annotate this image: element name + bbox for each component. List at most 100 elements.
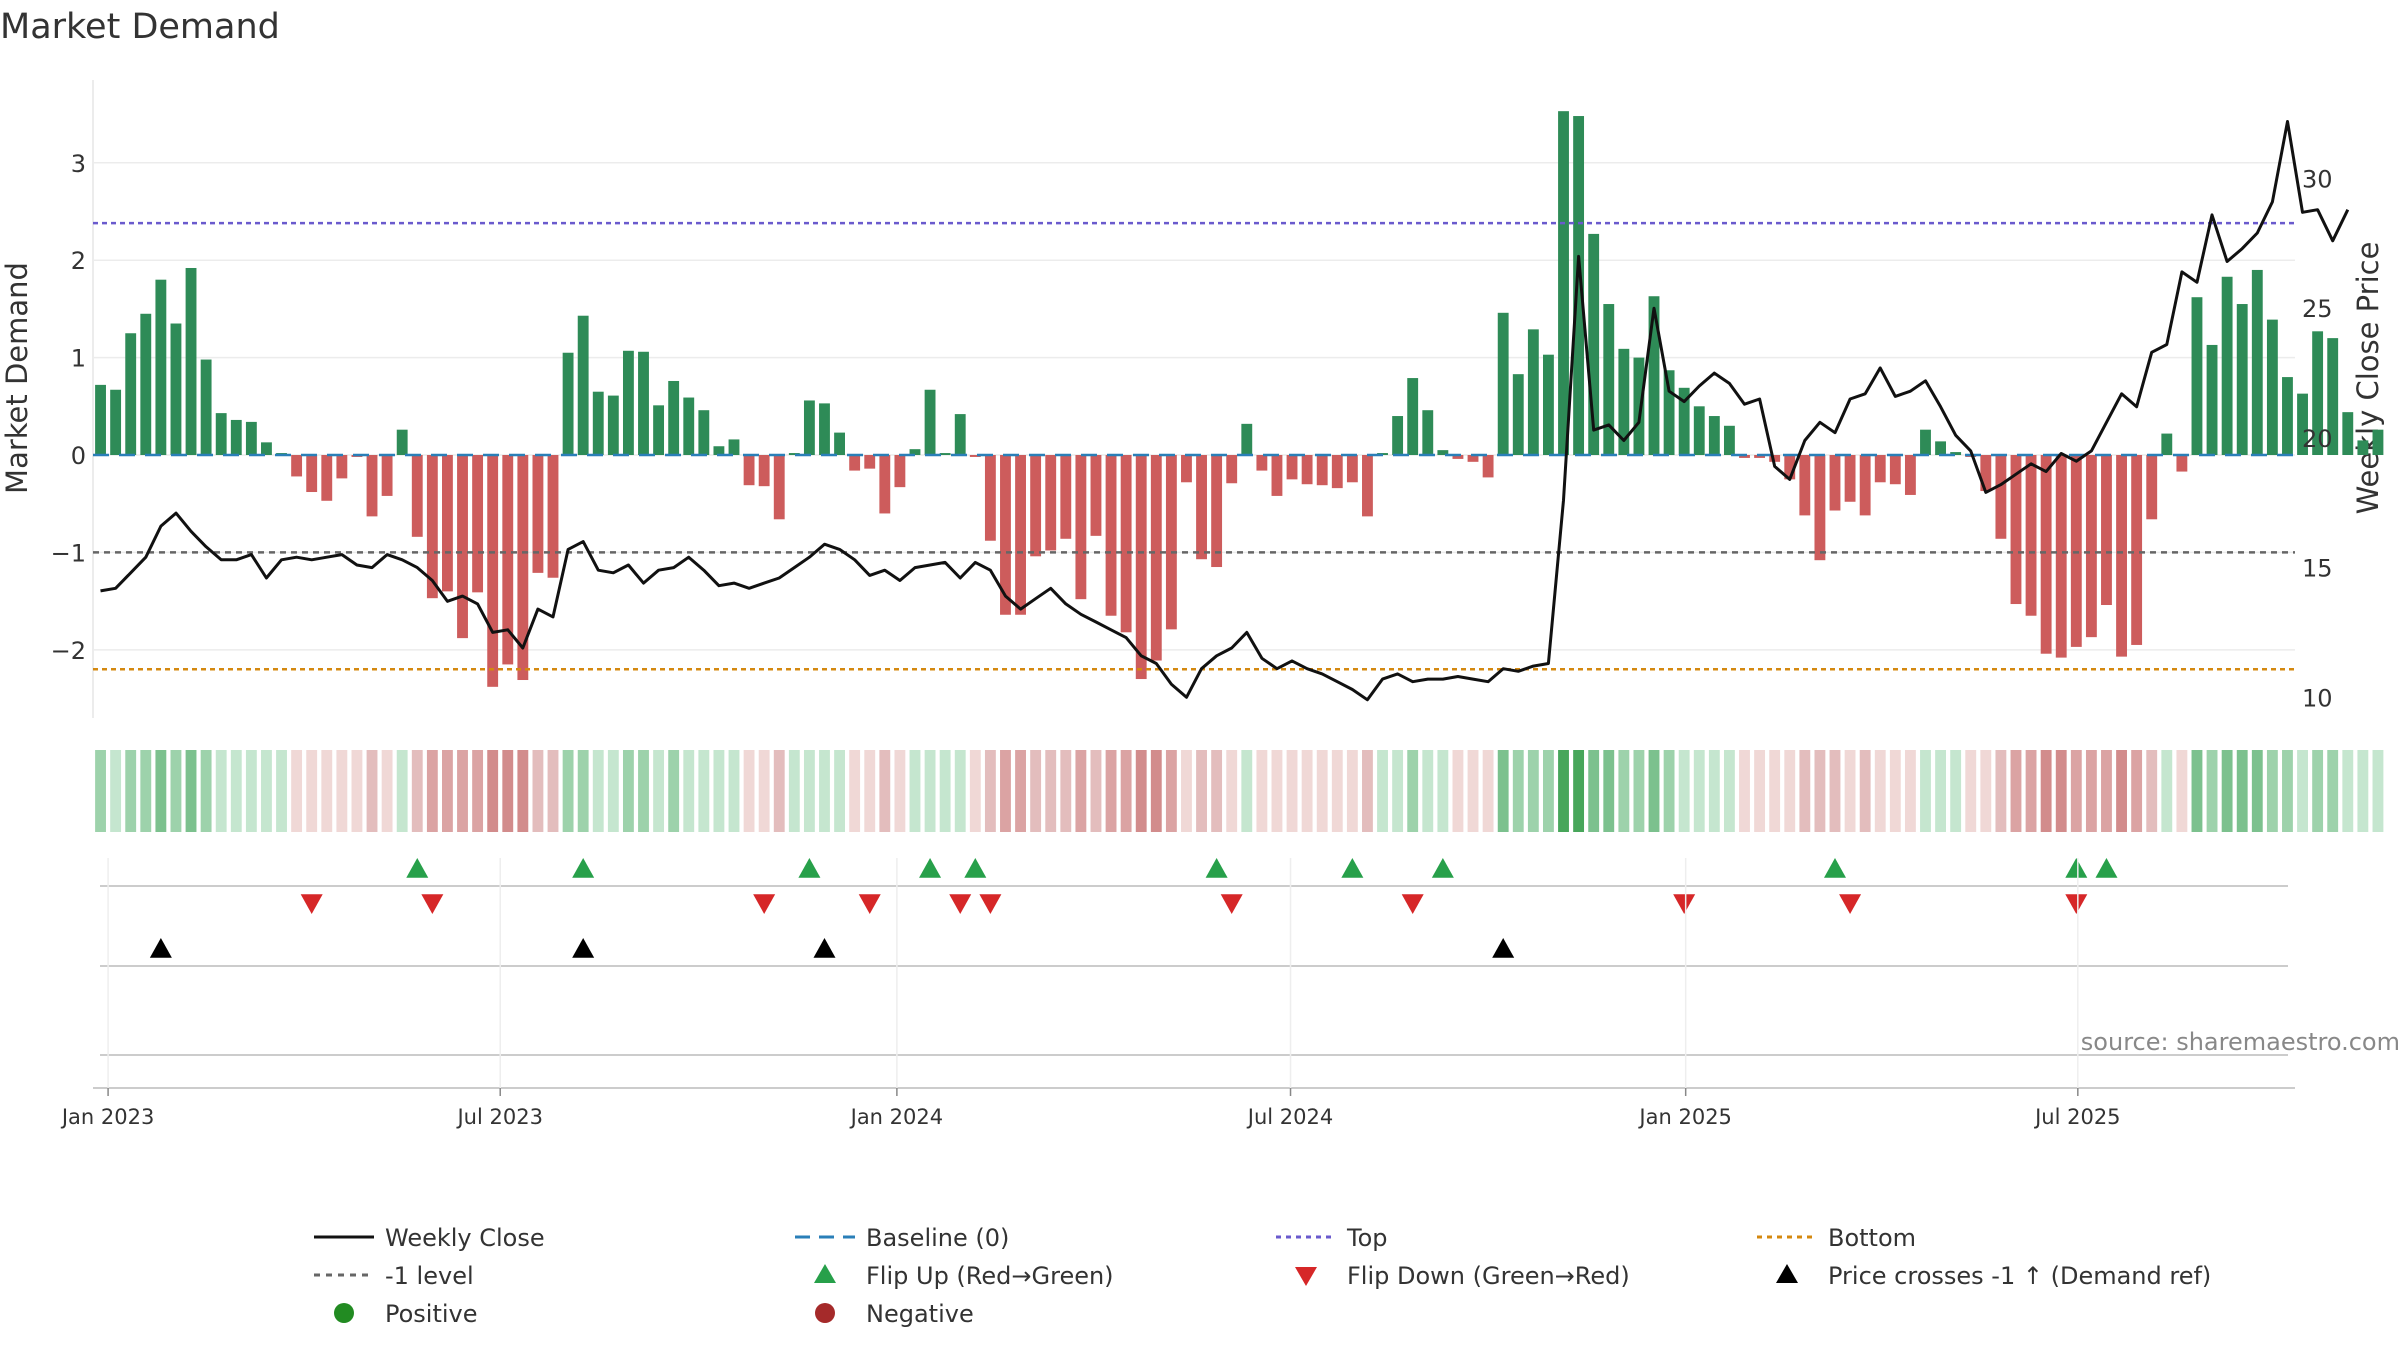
heat-cell: [577, 750, 589, 832]
flip-up-marker: [1341, 858, 1364, 878]
heat-cell: [2312, 750, 2324, 832]
legend: Weekly Close Baseline (0) Top Bottom -1 …: [314, 1224, 2211, 1328]
demand-bar: [1256, 455, 1268, 471]
heat-cell: [1135, 750, 1147, 832]
y-tick-label: 0: [71, 442, 86, 470]
demand-bar: [954, 414, 966, 456]
heat-cell: [683, 750, 695, 832]
heat-cell: [1950, 750, 1962, 832]
heat-cell: [758, 750, 770, 832]
demand-bar: [1015, 455, 1026, 615]
price-cross-marker: [1492, 938, 1515, 958]
demand-bar: [155, 279, 167, 456]
flip-up-marker: [572, 858, 595, 878]
demand-bar: [2161, 433, 2173, 456]
heat-cell: [1407, 750, 1419, 832]
demand-bar: [1331, 455, 1343, 489]
demand-bar: [1618, 348, 1630, 456]
heat-cell: [1256, 750, 1268, 832]
demand-bar: [1814, 455, 1826, 561]
heat-cell: [1422, 750, 1434, 832]
demand-bar: [2357, 440, 2369, 456]
y2-axis-label: Weekly Close Price: [2351, 242, 2385, 515]
heat-cell: [2101, 750, 2112, 832]
demand-bar: [1633, 357, 1645, 456]
demand-bar: [2282, 377, 2293, 456]
y-tick-label: −2: [51, 637, 86, 665]
heat-cell: [2221, 750, 2233, 832]
y2-tick-label: 20: [2302, 425, 2333, 453]
heat-cell: [2131, 750, 2143, 832]
demand-bar: [321, 455, 333, 501]
heat-cell: [1904, 750, 1916, 832]
demand-bar: [1362, 455, 1373, 517]
heat-cell: [2206, 750, 2218, 832]
demand-bar: [698, 410, 710, 456]
demand-bar: [1422, 410, 1434, 456]
y2-tick-label: 30: [2302, 166, 2333, 194]
demand-bar: [1000, 455, 1011, 615]
markers-layer: [100, 858, 2288, 1056]
heat-cell: [1030, 750, 1042, 832]
y-tick-label: 1: [71, 345, 86, 373]
flip-down-marker: [1220, 894, 1243, 914]
flip-down-marker: [753, 894, 776, 914]
heat-cell: [442, 750, 453, 832]
flip-up-marker: [1823, 858, 1846, 878]
heat-cell: [2297, 750, 2308, 832]
heat-cell: [1859, 750, 1871, 832]
demand-bar: [200, 359, 212, 456]
heat-cell: [849, 750, 861, 832]
demand-bar: [819, 403, 830, 456]
legend-bottom-label: Bottom: [1828, 1224, 1916, 1252]
heat-cell: [1331, 750, 1343, 832]
demand-bar: [547, 455, 559, 578]
demand-bar: [2266, 319, 2278, 456]
demand-bar: [1407, 378, 1419, 456]
demand-bar: [1135, 455, 1147, 680]
price-cross-marker: [813, 938, 836, 958]
demand-bar: [1723, 425, 1735, 456]
heat-cell: [803, 750, 815, 832]
demand-bar: [1497, 312, 1509, 456]
demand-bar: [1693, 406, 1705, 456]
demand-bar: [1316, 455, 1328, 486]
heat-cell: [457, 750, 468, 832]
heat-cell: [1739, 750, 1750, 832]
demand-bar: [140, 313, 152, 456]
x-tick-label: Jul 2023: [455, 1105, 542, 1129]
heat-cell: [773, 750, 785, 832]
demand-bar: [1271, 455, 1283, 496]
heat-cell: [954, 750, 966, 832]
demand-bar: [1874, 455, 1886, 483]
demand-bar: [969, 455, 981, 457]
demand-bar: [743, 455, 755, 486]
legend-positive-label: Positive: [385, 1300, 478, 1328]
heat-cell: [2236, 750, 2248, 832]
demand-bar: [1120, 455, 1132, 633]
demand-bar: [2191, 297, 2203, 456]
heat-cell: [1829, 750, 1841, 832]
demand-bar: [1799, 455, 1811, 516]
demand-bar: [2327, 338, 2339, 456]
demand-bar: [2025, 455, 2037, 616]
demand-bar: [1739, 455, 1750, 458]
demand-bar: [170, 323, 182, 456]
heat-cell: [125, 750, 137, 832]
heat-cell: [864, 750, 876, 832]
demand-bar: [773, 455, 785, 520]
heat-cell: [894, 750, 906, 832]
heat-cell: [140, 750, 152, 832]
legend-flip-up-icon: [814, 1264, 836, 1283]
demand-bar: [1392, 416, 1404, 456]
heat-cell: [668, 750, 680, 832]
heat-cell: [2342, 750, 2354, 832]
heat-cell: [1754, 750, 1766, 832]
demand-bar: [577, 315, 589, 456]
demand-bar: [1543, 354, 1554, 456]
price-cross-marker: [572, 938, 595, 958]
heat-cell: [1814, 750, 1826, 832]
heat-cell: [1648, 750, 1660, 832]
heat-cell: [502, 750, 514, 832]
